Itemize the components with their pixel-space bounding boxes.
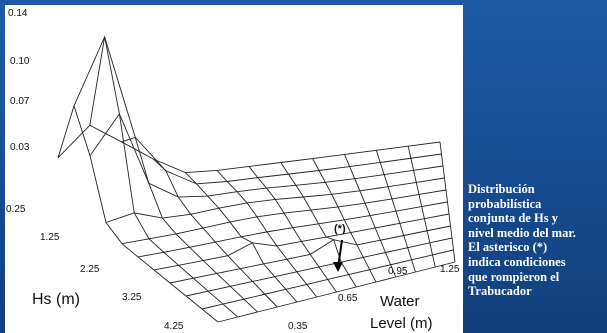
wire-line <box>439 141 456 263</box>
z-tick-label: 0.03 <box>10 142 30 153</box>
caption-line: Distribución <box>468 182 535 196</box>
caption-line: conjunta de Hs y <box>468 211 558 226</box>
wire-line <box>248 166 337 293</box>
wl-tick-label: 1.25 <box>440 264 460 275</box>
wl-tick-label: 0.95 <box>388 266 408 277</box>
surface-plot: 0.14 0.10 0.07 0.03 0.25 1.25 2.25 3.25 … <box>6 8 460 332</box>
wire-line <box>89 112 444 198</box>
z-tick-label: 0.10 <box>10 56 30 67</box>
z-tick-label: 0.07 <box>10 96 30 107</box>
z-tick-label: 0.14 <box>8 8 28 19</box>
caption-line: que rompieron el <box>468 269 560 284</box>
caption: Distribución probabilística conjunta de … <box>468 182 606 299</box>
wire-line <box>73 35 442 185</box>
wire-line <box>216 170 318 298</box>
wire-line <box>185 172 298 303</box>
wire-line <box>280 162 357 288</box>
caption-line: El asterisco (*) <box>468 240 548 255</box>
wl-axis-label: Level (m) <box>370 315 433 332</box>
wireframe <box>57 35 456 323</box>
caption-line: nivel medio del mar. <box>468 225 576 240</box>
hs-tick-label: 0.25 <box>6 204 26 215</box>
wire-line <box>217 261 456 323</box>
caption-line: probabilística <box>468 196 542 211</box>
hs-tick-label: 2.25 <box>80 264 100 275</box>
hs-tick-label: 3.25 <box>122 292 142 303</box>
wire-line <box>153 158 278 308</box>
wire-line <box>57 124 441 173</box>
wire-line <box>375 150 416 273</box>
hs-tick-label: 1.25 <box>40 232 60 243</box>
wire-line <box>89 36 239 318</box>
marker-label: (*) <box>334 223 346 235</box>
caption-line: Trabucador <box>468 284 532 299</box>
caption-line: indica condiciones <box>468 254 566 269</box>
wire-line <box>407 146 436 268</box>
wl-axis-label: Water <box>380 293 419 310</box>
wire-line <box>121 136 258 313</box>
wl-tick-label: 0.65 <box>338 293 358 304</box>
marker-arrowhead <box>333 262 343 272</box>
hs-axis-label: Hs (m) <box>32 291 80 308</box>
hs-tick-label: 4.25 <box>164 321 184 332</box>
wire-line <box>344 154 397 278</box>
wire-line <box>57 104 219 323</box>
wire-line <box>312 158 377 283</box>
wl-tick-label: 0.35 <box>288 321 308 332</box>
plot-panel: 0.14 0.10 0.07 0.03 0.25 1.25 2.25 3.25 … <box>5 5 463 333</box>
